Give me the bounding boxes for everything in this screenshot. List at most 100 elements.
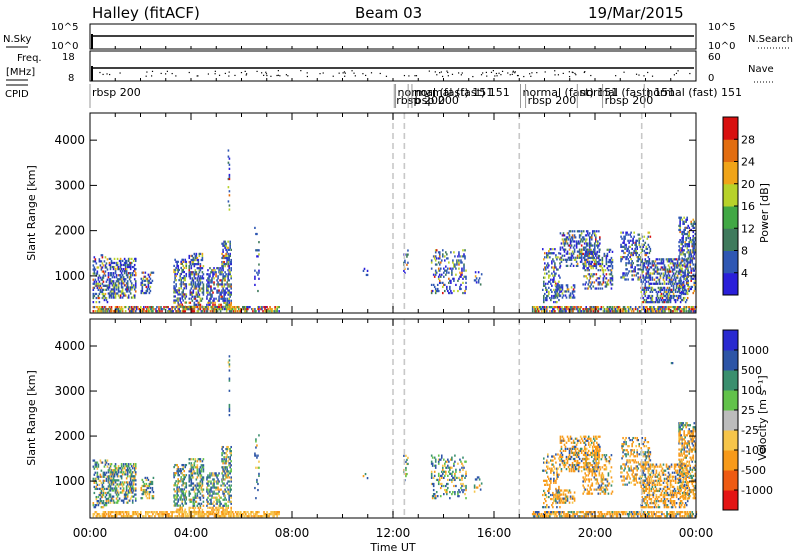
- echo-cell: [690, 310, 693, 313]
- echo-cell: [95, 461, 98, 464]
- echo-cell: [96, 502, 99, 505]
- echo-cell: [667, 282, 670, 285]
- echo-cell: [184, 279, 187, 282]
- echo-cell: [631, 247, 633, 251]
- echo-cell: [576, 250, 579, 253]
- echo-cell: [229, 305, 232, 309]
- echo-cell: [138, 308, 141, 311]
- echo-cell: [222, 250, 224, 253]
- echo-cell: [123, 280, 126, 283]
- echo-cell: [616, 310, 619, 313]
- echo-cell: [194, 297, 197, 300]
- echo-cell: [644, 251, 647, 255]
- echo-cell: [229, 452, 231, 455]
- echo-cell: [638, 305, 641, 309]
- echo-cell: [190, 267, 193, 270]
- echo-cell: [644, 241, 647, 244]
- echo-cell: [126, 465, 129, 468]
- echo-cell: [145, 495, 148, 498]
- echo-cell: [694, 281, 697, 284]
- echo-cell: [181, 472, 184, 475]
- echo-cell: [221, 291, 223, 294]
- echo-cell: [108, 495, 111, 498]
- echo-cell: [206, 486, 208, 489]
- echo-cell: [108, 475, 111, 478]
- echo-cell: [457, 259, 459, 262]
- echo-cell: [260, 308, 262, 311]
- echo-cell: [646, 301, 649, 304]
- echo-cell: [184, 258, 187, 261]
- echo-cell: [621, 276, 623, 279]
- echo-cell: [648, 284, 651, 287]
- echo-cell: [685, 243, 687, 246]
- echo-cell: [554, 280, 556, 283]
- echo-cell: [627, 272, 629, 275]
- echo-cell: [573, 230, 576, 233]
- echo-cell: [120, 477, 123, 480]
- echo-cell: [641, 260, 644, 263]
- echo-cell: [127, 257, 130, 260]
- echo-cell: [366, 269, 369, 272]
- echo-cell: [682, 251, 684, 254]
- echo-cell: [680, 264, 683, 267]
- echo-cell: [598, 281, 601, 284]
- echo-cell: [116, 473, 119, 476]
- echo-cell: [685, 239, 687, 242]
- echo-cell: [105, 513, 108, 516]
- freq-tick-top: 18: [62, 52, 75, 63]
- echo-cell: [173, 285, 175, 288]
- echo-cell: [199, 466, 202, 469]
- echo-cell: [676, 262, 679, 265]
- echo-cell: [217, 506, 219, 509]
- echo-cell: [587, 283, 590, 286]
- echo-cell: [651, 296, 654, 300]
- echo-cell: [92, 465, 95, 468]
- echo-cell: [445, 251, 447, 254]
- nave-dot: [277, 74, 279, 76]
- echo-cell: [661, 258, 664, 261]
- echo-cell: [642, 266, 645, 269]
- echo-cell: [100, 506, 103, 509]
- nave-dot: [344, 75, 346, 77]
- echo-cell: [132, 465, 135, 468]
- echo-cell: [179, 274, 181, 278]
- echo-cell: [662, 276, 665, 279]
- echo-cell: [215, 474, 217, 477]
- echo-cell: [110, 305, 113, 309]
- echo-cell: [92, 305, 95, 309]
- echo-cell: [543, 266, 546, 269]
- nave-dot: [166, 70, 168, 72]
- echo-cell: [449, 267, 451, 270]
- echo-cell: [207, 273, 209, 276]
- echo-cell: [597, 246, 599, 249]
- echo-cell: [194, 303, 197, 306]
- echo-cell: [229, 490, 231, 493]
- echo-cell: [689, 259, 692, 262]
- echo-cell: [201, 291, 204, 294]
- echo-cell: [587, 273, 590, 276]
- echo-cell: [110, 294, 113, 297]
- echo-cell: [97, 465, 100, 468]
- echo-cell: [675, 266, 678, 269]
- echo-cell: [604, 269, 607, 272]
- echo-cell: [641, 305, 644, 309]
- echo-cell: [631, 253, 633, 257]
- echo-cell: [630, 231, 632, 234]
- echo-cell: [92, 278, 95, 281]
- nave-dot: [319, 73, 321, 75]
- echo-cell: [130, 483, 133, 486]
- echo-cell: [102, 511, 105, 514]
- echo-cell: [124, 493, 127, 496]
- echo-cell: [117, 491, 120, 494]
- echo-cell: [643, 308, 646, 311]
- echo-cell: [121, 274, 124, 277]
- echo-cell: [589, 305, 592, 309]
- echo-cell: [107, 475, 110, 478]
- echo-cell: [622, 249, 624, 253]
- echo-cell: [673, 308, 675, 311]
- echo-cell: [144, 271, 147, 274]
- echo-cell: [121, 511, 124, 514]
- echo-cell: [227, 504, 229, 507]
- echo-cell: [116, 475, 119, 478]
- echo-cell: [655, 290, 658, 294]
